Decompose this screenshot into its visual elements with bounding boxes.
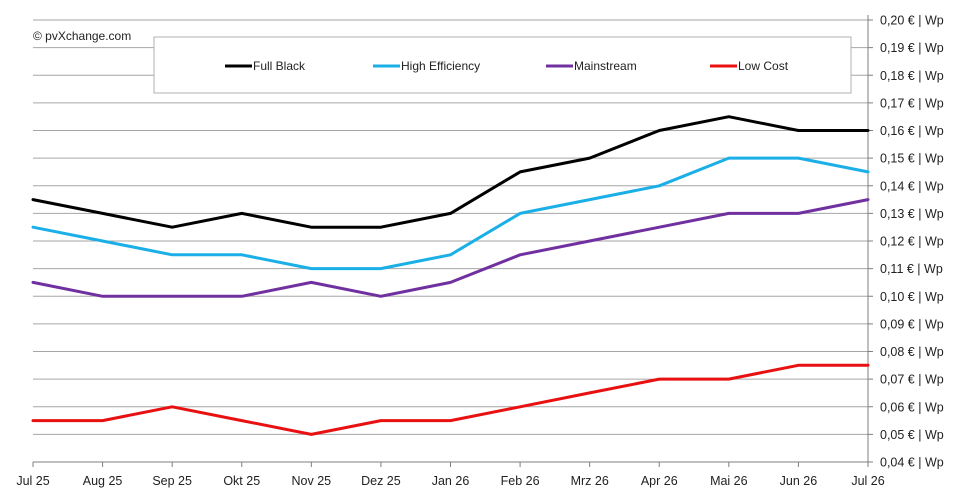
y-tick-label: 0,12 € | Wp: [880, 235, 944, 249]
y-tick-label: 0,19 € | Wp: [880, 41, 944, 55]
axes: [32, 15, 873, 467]
y-tick-label: 0,13 € | Wp: [880, 207, 944, 221]
x-tick-label: Okt 25: [223, 474, 260, 488]
y-tick-label: 0,06 € | Wp: [880, 400, 944, 414]
y-tick-label: 0,04 € | Wp: [880, 456, 944, 470]
y-tick-label: 0,05 € | Wp: [880, 428, 944, 442]
x-tick-label: Nov 25: [292, 474, 332, 488]
series-lines: [31, 115, 870, 436]
y-tick-label: 0,11 € | Wp: [880, 262, 943, 276]
x-tick-label: Feb 26: [501, 474, 540, 488]
y-tick-label: 0,07 € | Wp: [880, 373, 944, 387]
x-tick-label: Mai 26: [710, 474, 748, 488]
x-tick-labels: Jul 25 Aug 25 Sep 25 Okt 25 Nov 25 Dez 25 Jan …: [16, 474, 884, 488]
x-tick-label: Mrz 26: [571, 474, 609, 488]
series-line: [31, 363, 870, 436]
x-tick-label: Sep 25: [152, 474, 192, 488]
legend-label: Full Black: [253, 59, 306, 73]
y-tick-label: 0,20 € | Wp: [880, 14, 944, 28]
y-tick-label: 0,15 € | Wp: [880, 152, 944, 166]
x-tick-label: Jul 25: [16, 474, 49, 488]
x-tick-label: Jan 26: [432, 474, 470, 488]
x-tick-label: Jul 26: [851, 474, 884, 488]
y-tick-labels: 0,04 € | Wp 0,05 € | Wp 0,06 € | Wp 0,07 € …: [880, 14, 944, 470]
y-tick-label: 0,17 € | Wp: [880, 96, 944, 110]
y-tick-label: 0,08 € | Wp: [880, 345, 944, 359]
x-tick-label: Jun 26: [780, 474, 818, 488]
y-tick-label: 0,18 € | Wp: [880, 69, 944, 83]
legend-label: High Efficiency: [401, 59, 480, 73]
legend-label: Low Cost: [738, 59, 789, 73]
legend-label: Mainstream: [574, 59, 637, 73]
series-line: [31, 156, 870, 271]
y-tick-label: 0,09 € | Wp: [880, 317, 944, 331]
x-tick-label: Aug 25: [83, 474, 123, 488]
legend: Full Black High Efficiency Mainstream Low C…: [153, 36, 852, 94]
x-tick-label: Apr 26: [641, 474, 678, 488]
series-line: [31, 198, 870, 298]
y-tick-label: 0,10 € | Wp: [880, 290, 944, 304]
copyright-text: © pvXchange.com: [33, 29, 131, 43]
series-line: [31, 115, 870, 229]
y-tick-label: 0,14 € | Wp: [880, 179, 944, 193]
x-tick-label: Dez 25: [361, 474, 401, 488]
y-tick-label: 0,16 € | Wp: [880, 124, 944, 138]
